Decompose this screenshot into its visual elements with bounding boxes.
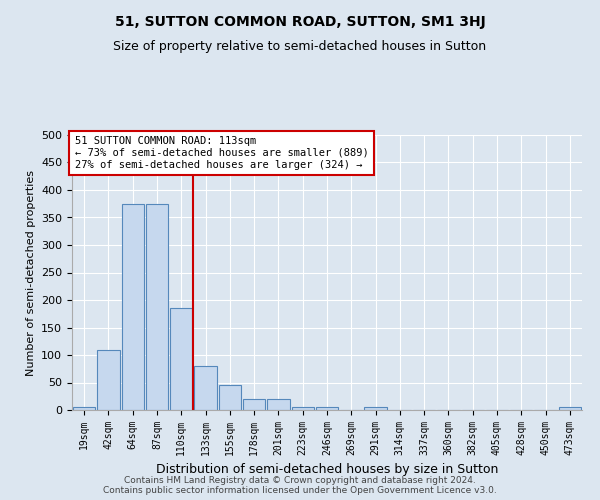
Bar [316,407,338,410]
Y-axis label: Number of semi-detached properties: Number of semi-detached properties [26,170,35,376]
Bar [73,407,95,410]
Bar [170,308,193,410]
Bar [146,204,168,410]
Bar [559,407,581,410]
Text: Size of property relative to semi-detached houses in Sutton: Size of property relative to semi-detach… [113,40,487,53]
Bar [292,407,314,410]
Bar [243,399,265,410]
Bar [364,407,387,410]
Bar [218,385,241,410]
Bar [122,204,144,410]
Text: 51, SUTTON COMMON ROAD, SUTTON, SM1 3HJ: 51, SUTTON COMMON ROAD, SUTTON, SM1 3HJ [115,15,485,29]
Bar [194,366,217,410]
Text: Contains HM Land Registry data © Crown copyright and database right 2024.
Contai: Contains HM Land Registry data © Crown c… [103,476,497,495]
Text: 51 SUTTON COMMON ROAD: 113sqm
← 73% of semi-detached houses are smaller (889)
27: 51 SUTTON COMMON ROAD: 113sqm ← 73% of s… [74,136,368,170]
X-axis label: Distribution of semi-detached houses by size in Sutton: Distribution of semi-detached houses by … [156,464,498,476]
Bar [267,399,290,410]
Bar [97,350,119,410]
